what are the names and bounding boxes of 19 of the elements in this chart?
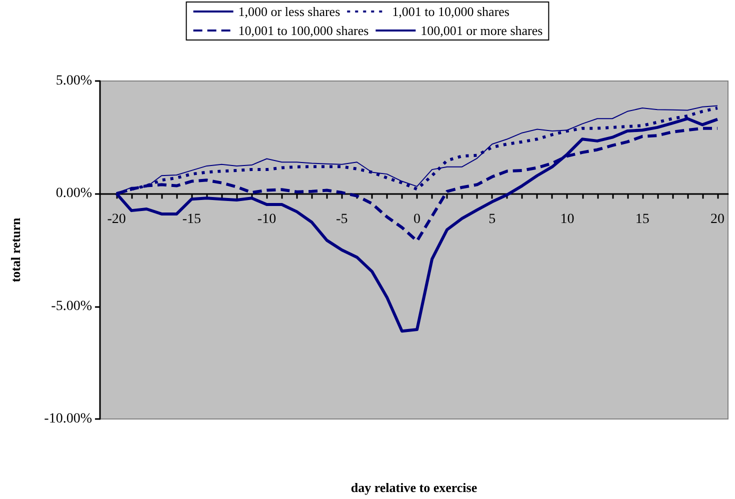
x-tick-label: -15: [182, 212, 201, 228]
legend-label: 1,001 to 10,000 shares: [392, 4, 510, 19]
x-tick-label: 0: [414, 212, 421, 228]
x-tick-label: 5: [488, 212, 496, 228]
legend-label: 100,001 or more shares: [420, 23, 543, 38]
y-tick-label: 5.00%: [56, 74, 92, 88]
x-tick-label: 15: [635, 212, 650, 228]
y-tick-label: -5.00%: [51, 298, 92, 314]
x-tick-label: -10: [257, 212, 276, 228]
y-tick-label: 0.00%: [56, 186, 92, 202]
x-tick-label: -20: [107, 212, 126, 228]
x-tick-label: 10: [560, 212, 574, 228]
x-axis-title: day relative to exercise: [350, 480, 478, 495]
y-axis-title: total return: [8, 217, 23, 282]
legend-label: 1,000 or less shares: [238, 4, 340, 19]
x-tick-label: -5: [336, 212, 348, 228]
y-tick-label: -10.00%: [44, 412, 92, 426]
x-tick-label: 20: [710, 212, 724, 228]
legend-label: 10,001 to 100,000 shares: [238, 23, 369, 38]
